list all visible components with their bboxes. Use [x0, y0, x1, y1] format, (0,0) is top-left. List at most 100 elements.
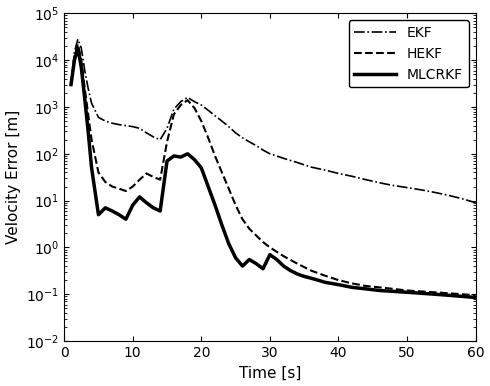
HEKF [391, 286, 396, 291]
Line: HEKF: HEKF [71, 44, 476, 295]
HEKF [198, 119, 204, 124]
EKF [205, 108, 211, 113]
HEKF [267, 245, 273, 250]
MLCRKF [281, 264, 287, 268]
HEKF [96, 170, 101, 175]
EKF [78, 46, 84, 51]
EKF [260, 148, 266, 152]
EKF [377, 181, 383, 185]
EKF [240, 135, 245, 140]
HEKF [240, 217, 245, 222]
EKF [349, 174, 355, 179]
EKF [253, 143, 259, 148]
HEKF [226, 186, 232, 191]
HEKF [192, 106, 197, 110]
EKF [123, 123, 129, 128]
HEKF [253, 233, 259, 238]
HEKF [68, 82, 74, 87]
HEKF [377, 285, 383, 290]
MLCRKF [178, 155, 184, 159]
HEKF [75, 42, 81, 46]
MLCRKF [432, 292, 438, 296]
Line: MLCRKF: MLCRKF [71, 48, 476, 298]
HEKF [363, 284, 369, 288]
Legend: EKF, HEKF, MLCRKF: EKF, HEKF, MLCRKF [349, 20, 469, 87]
EKF [432, 190, 438, 195]
HEKF [308, 268, 314, 273]
EKF [226, 124, 232, 129]
HEKF [336, 278, 342, 283]
EKF [75, 37, 81, 42]
EKF [116, 122, 122, 127]
EKF [267, 151, 273, 156]
X-axis label: Time [s]: Time [s] [239, 366, 301, 381]
HEKF [418, 289, 424, 294]
MLCRKF [473, 295, 479, 300]
HEKF [144, 171, 149, 176]
Y-axis label: Velocity Error [m]: Velocity Error [m] [5, 110, 21, 244]
EKF [96, 115, 101, 120]
EKF [212, 113, 218, 118]
HEKF [281, 254, 287, 259]
EKF [89, 101, 95, 106]
EKF [404, 185, 410, 190]
HEKF [178, 103, 184, 107]
HEKF [157, 177, 163, 182]
EKF [322, 168, 328, 172]
EKF [363, 177, 369, 182]
EKF [391, 183, 396, 188]
MLCRKF [219, 223, 225, 227]
HEKF [445, 291, 451, 296]
HEKF [404, 288, 410, 293]
HEKF [322, 273, 328, 278]
EKF [459, 196, 465, 201]
HEKF [185, 98, 191, 102]
HEKF [150, 174, 156, 179]
HEKF [260, 240, 266, 244]
MLCRKF [267, 252, 273, 257]
EKF [198, 103, 204, 107]
EKF [192, 99, 197, 104]
EKF [445, 193, 451, 198]
HEKF [109, 184, 115, 189]
EKF [82, 68, 88, 73]
HEKF [205, 135, 211, 140]
HEKF [349, 281, 355, 286]
EKF [157, 137, 163, 142]
HEKF [233, 203, 239, 207]
EKF [68, 82, 74, 87]
HEKF [294, 261, 300, 266]
HEKF [212, 154, 218, 158]
HEKF [164, 139, 170, 144]
EKF [308, 165, 314, 169]
EKF [418, 188, 424, 192]
EKF [85, 86, 91, 91]
HEKF [102, 179, 108, 184]
EKF [178, 99, 184, 104]
EKF [233, 130, 239, 135]
EKF [171, 107, 177, 112]
HEKF [78, 58, 84, 63]
EKF [219, 119, 225, 124]
MLCRKF [68, 82, 74, 87]
EKF [246, 139, 252, 144]
EKF [336, 171, 342, 176]
HEKF [459, 292, 465, 296]
EKF [109, 121, 115, 125]
HEKF [123, 189, 129, 193]
EKF [72, 50, 77, 54]
Line: EKF: EKF [71, 39, 476, 203]
HEKF [130, 184, 136, 189]
MLCRKF [85, 129, 91, 134]
EKF [164, 126, 170, 130]
HEKF [72, 54, 77, 59]
HEKF [219, 170, 225, 175]
EKF [102, 119, 108, 124]
EKF [473, 200, 479, 205]
HEKF [89, 137, 95, 142]
EKF [294, 160, 300, 165]
HEKF [82, 86, 88, 91]
HEKF [85, 112, 91, 117]
EKF [150, 135, 156, 139]
HEKF [432, 290, 438, 295]
